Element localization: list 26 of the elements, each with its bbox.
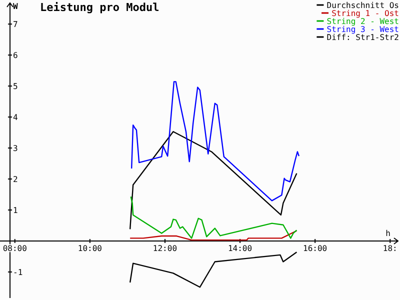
y-tick-label: 5 <box>13 82 18 91</box>
x-tick-label: 18: <box>382 244 398 253</box>
x-axis-title: h <box>386 228 391 238</box>
legend-label: String 3 - West <box>326 25 400 34</box>
line-series <box>129 230 298 241</box>
line-series <box>130 81 300 202</box>
x-tick-label: 16:00 <box>303 244 328 253</box>
line-series <box>129 252 298 288</box>
y-tick-label: 2 <box>13 174 18 184</box>
y-tick-label: 1 <box>13 206 18 215</box>
chart-title: Leistung pro Modul <box>40 1 160 14</box>
line-series <box>129 131 298 230</box>
legend-label: Durchschnitt Os <box>326 1 400 10</box>
y-tick-label: -1 <box>13 268 23 277</box>
y-tick-label: 6 <box>13 50 18 60</box>
y-tick-label: 7 <box>13 20 18 29</box>
y-axis-title: W <box>13 2 18 11</box>
legend-label: String 2 - West <box>326 17 400 26</box>
legend-label: Diff: Str1-Str2 <box>326 33 400 42</box>
line-series <box>130 196 298 239</box>
y-tick-label: 4 <box>13 112 18 122</box>
x-tick-label: 12:00 <box>152 244 178 253</box>
x-tick-label: 10:00 <box>78 244 102 253</box>
x-tick-label: 14:00 <box>228 244 252 253</box>
legend-label: String 1 - Ost <box>332 9 400 18</box>
y-tick-label: 3 <box>13 144 18 153</box>
